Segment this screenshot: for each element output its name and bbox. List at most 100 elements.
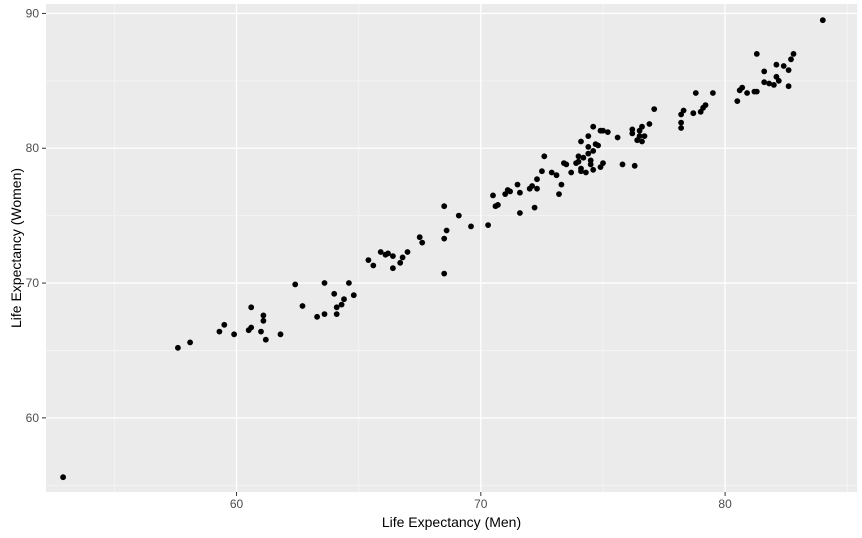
x-tick-label: 80: [718, 497, 732, 511]
data-point: [636, 133, 643, 140]
data-point: [262, 336, 269, 343]
data-point: [639, 138, 645, 145]
data-point: [495, 202, 501, 208]
data-point: [785, 67, 792, 73]
data-point: [248, 324, 255, 331]
data-point: [590, 166, 597, 173]
data-point: [377, 249, 384, 255]
data-point: [385, 250, 391, 257]
x-axis-title: Life Expectancy (Men): [382, 514, 521, 530]
data-point: [365, 257, 372, 263]
data-point: [539, 168, 545, 175]
data-point: [753, 51, 760, 57]
data-point: [604, 129, 611, 136]
data-point: [370, 262, 377, 269]
data-point: [578, 165, 584, 172]
data-point: [766, 80, 772, 87]
data-point: [587, 161, 594, 168]
data-point: [614, 134, 621, 141]
y-axis-title: Life Expectancy (Women): [8, 168, 24, 328]
data-point: [651, 106, 658, 112]
data-point: [600, 127, 606, 134]
data-point: [260, 312, 267, 319]
data-point: [187, 339, 194, 346]
data-point: [629, 130, 636, 137]
data-point: [231, 331, 238, 338]
data-point: [216, 328, 223, 335]
data-point: [314, 313, 320, 320]
data-point: [248, 304, 255, 311]
data-point: [646, 121, 653, 127]
data-point: [739, 84, 746, 91]
minor-gridlines: [46, 4, 857, 492]
data-point: [678, 119, 684, 126]
data-point: [321, 311, 328, 317]
data-point: [277, 331, 284, 338]
data-point: [556, 191, 562, 198]
data-point: [585, 144, 592, 150]
data-point: [292, 281, 299, 288]
data-point: [258, 328, 264, 335]
data-point: [710, 90, 716, 96]
data-point: [583, 169, 589, 176]
data-point: [692, 90, 699, 96]
y-tick-label: 70: [26, 276, 40, 290]
data-point: [531, 204, 538, 211]
data-point: [175, 344, 181, 351]
data-points: [60, 17, 826, 481]
data-point: [514, 181, 521, 188]
data-point: [680, 107, 687, 114]
data-point: [744, 90, 750, 96]
data-point: [441, 270, 448, 277]
data-point: [785, 83, 792, 90]
data-point: [575, 153, 582, 160]
data-point: [548, 169, 555, 176]
data-point: [346, 280, 352, 286]
data-point: [390, 265, 396, 272]
data-point: [702, 102, 709, 108]
data-point: [595, 142, 601, 149]
data-point: [507, 188, 513, 195]
data-point: [443, 227, 450, 234]
data-point: [490, 192, 496, 199]
data-point: [485, 222, 491, 229]
data-point: [690, 110, 697, 117]
data-point: [397, 259, 404, 266]
data-point: [455, 212, 462, 219]
data-point: [753, 88, 760, 95]
data-point: [600, 160, 606, 167]
data-point: [341, 296, 347, 303]
data-point: [580, 154, 587, 161]
data-point: [590, 123, 597, 130]
data-point: [534, 185, 540, 192]
data-point: [419, 239, 426, 246]
y-axis-ticks: 60 70 80 90: [26, 6, 46, 425]
data-point: [587, 157, 594, 164]
data-point: [819, 17, 826, 24]
x-tick-label: 70: [474, 497, 488, 511]
data-point: [221, 321, 228, 328]
y-tick-label: 90: [26, 6, 40, 20]
data-point: [321, 280, 328, 286]
data-point: [441, 235, 448, 242]
data-point: [260, 317, 267, 324]
data-point: [390, 253, 396, 259]
data-point: [399, 254, 406, 261]
data-point: [468, 223, 474, 230]
data-point: [639, 123, 645, 130]
data-point: [350, 292, 357, 299]
data-point: [788, 56, 794, 63]
y-tick-label: 80: [26, 141, 40, 155]
data-point: [563, 161, 570, 168]
data-point: [761, 68, 768, 75]
data-point: [619, 161, 626, 168]
major-gridlines: [46, 4, 857, 492]
data-point: [641, 133, 648, 140]
data-point: [534, 176, 540, 183]
data-point: [333, 311, 340, 317]
data-point: [553, 172, 560, 179]
data-point: [541, 153, 548, 160]
data-point: [558, 181, 565, 188]
data-point: [333, 304, 340, 311]
